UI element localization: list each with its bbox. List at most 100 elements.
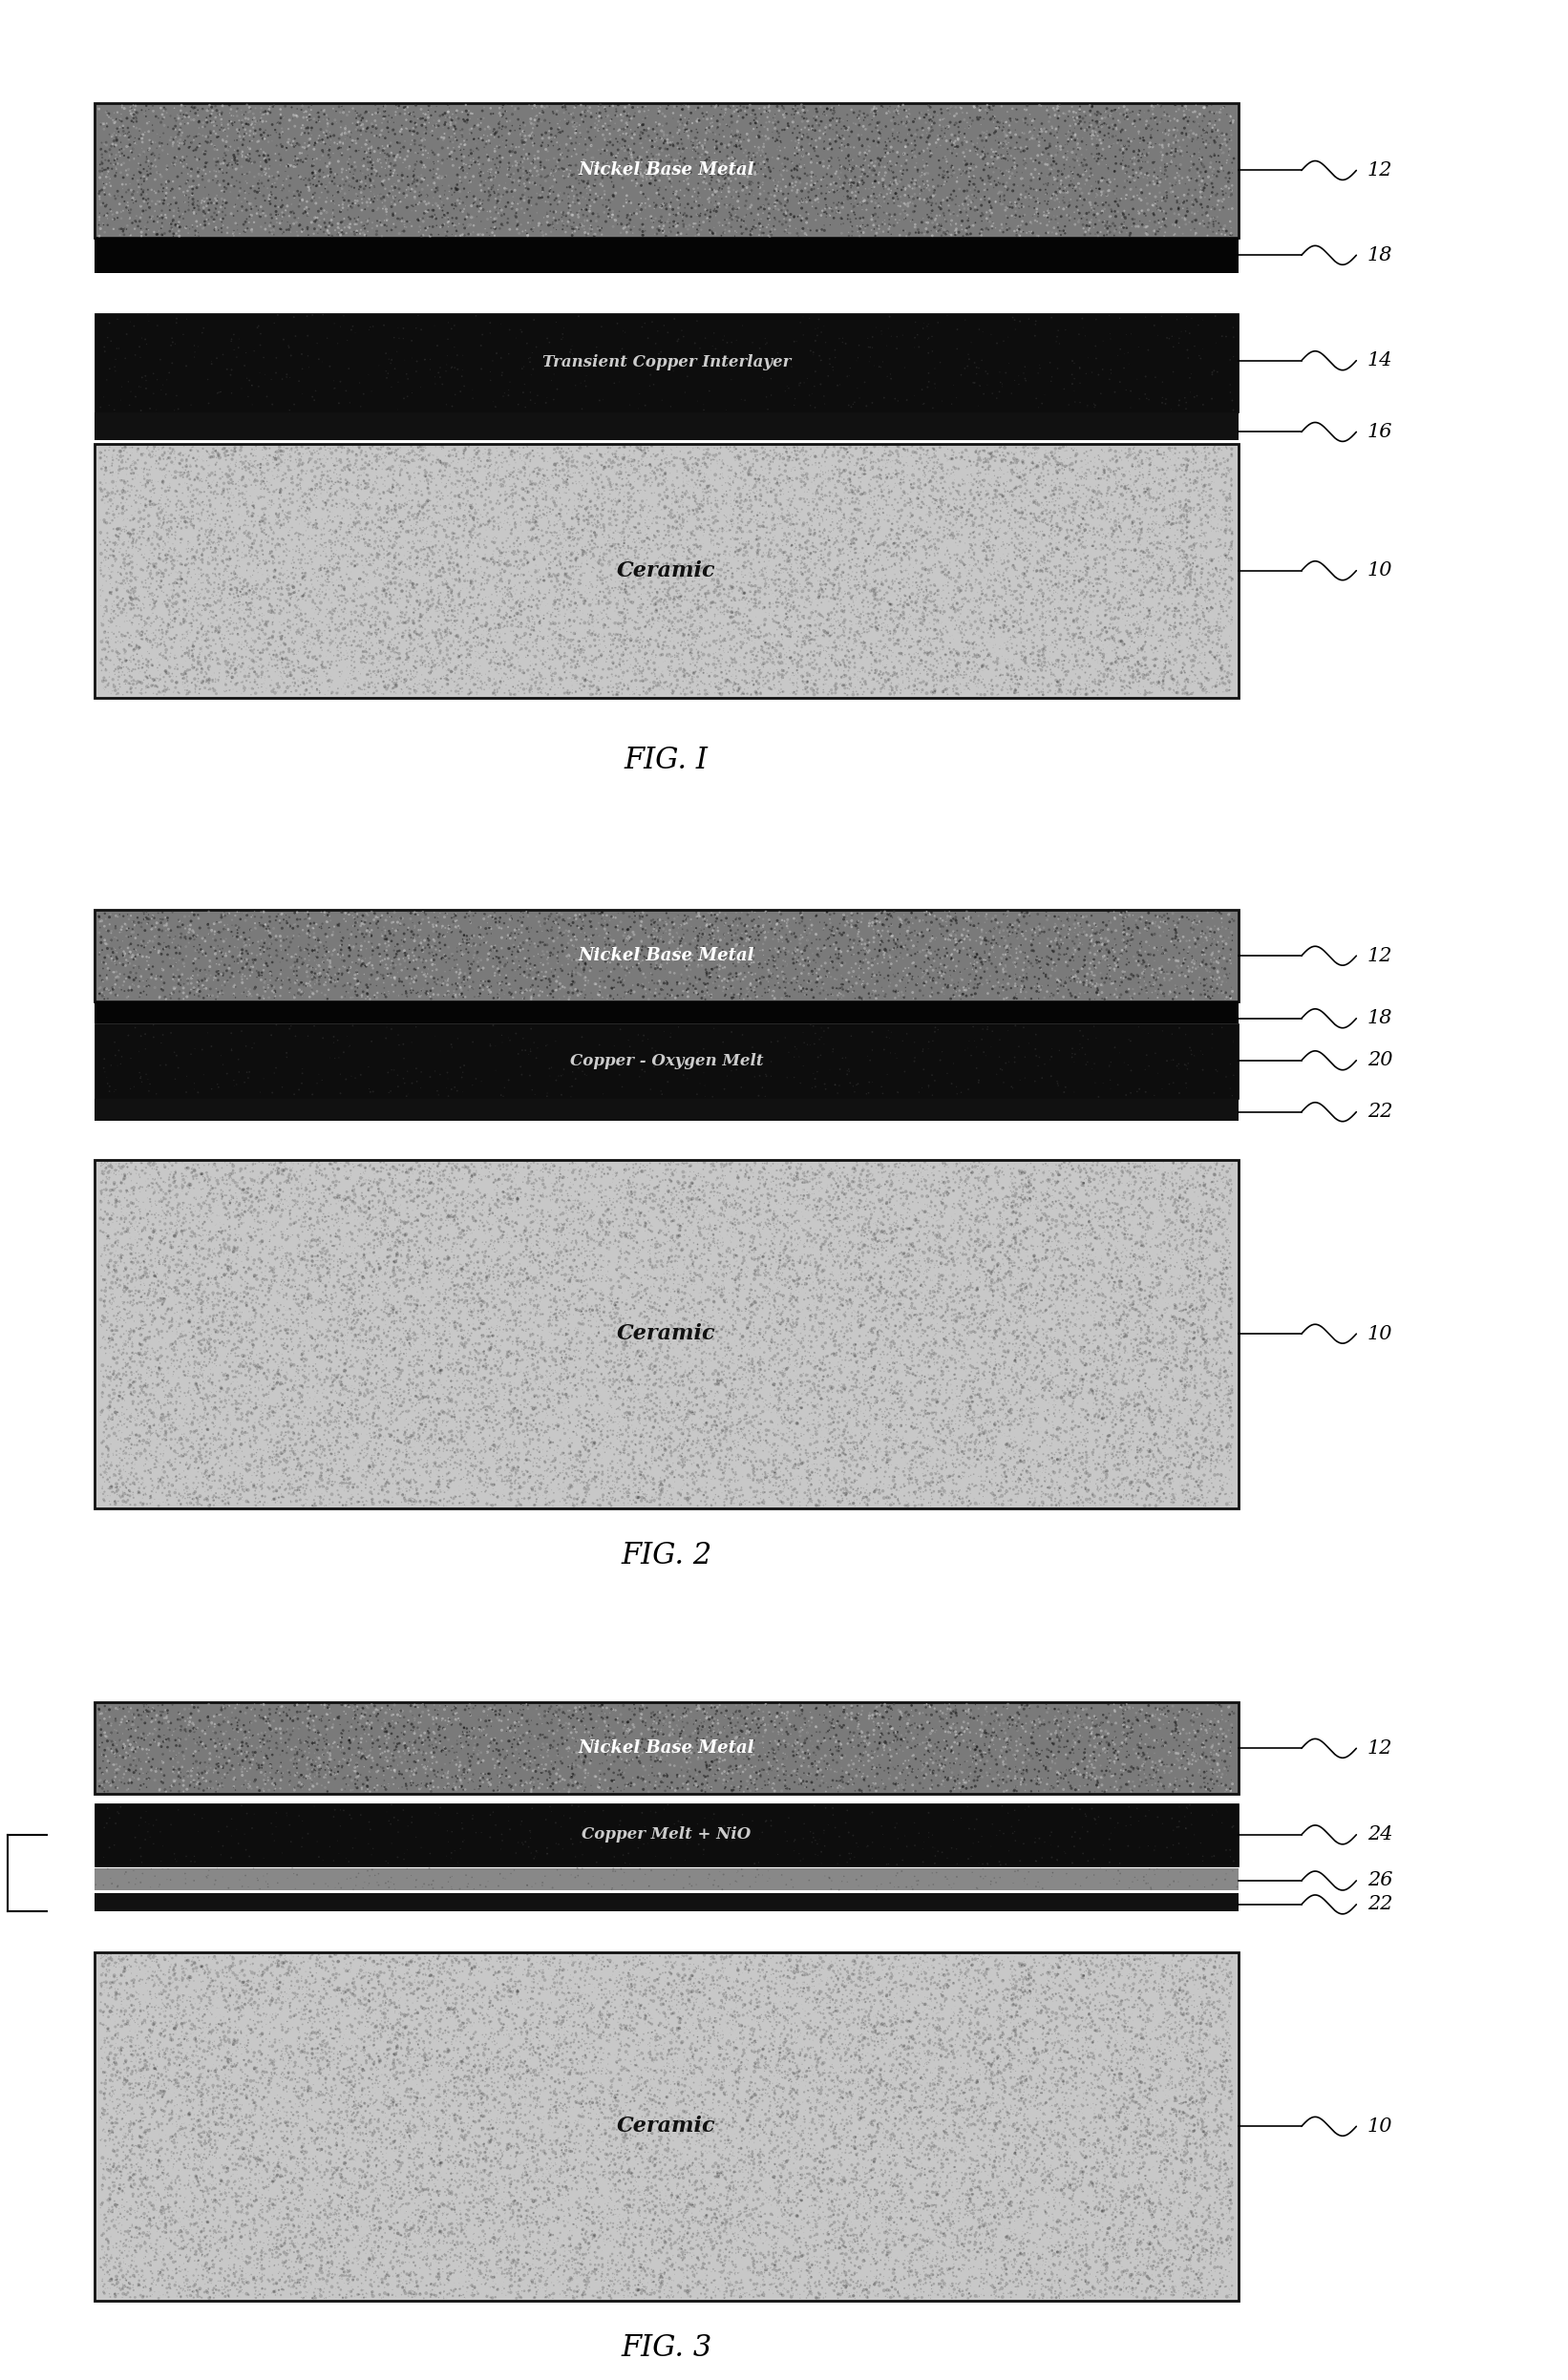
Point: [508, 1476, 533, 1514]
Point: [919, 1190, 944, 1228]
Point: [488, 1326, 513, 1364]
Point: [812, 1223, 837, 1261]
Point: [572, 921, 597, 959]
Point: [414, 2071, 439, 2109]
Point: [554, 2168, 579, 2206]
Point: [731, 571, 756, 609]
Point: [557, 178, 582, 217]
Point: [920, 443, 946, 481]
Point: [293, 576, 318, 614]
Point: [974, 1956, 999, 1994]
Point: [121, 95, 146, 133]
Point: [652, 1169, 677, 1207]
Point: [1198, 469, 1223, 507]
Point: [887, 1145, 913, 1183]
Point: [867, 347, 892, 386]
Point: [1134, 178, 1159, 217]
Point: [257, 2121, 282, 2159]
Point: [218, 1937, 243, 1975]
Point: [1068, 540, 1093, 578]
Point: [310, 1166, 336, 1204]
Point: [221, 495, 246, 533]
Point: [612, 1147, 637, 1185]
Point: [289, 90, 314, 129]
Point: [770, 157, 795, 195]
Point: [234, 631, 259, 669]
Point: [837, 1395, 862, 1433]
Point: [1145, 162, 1170, 200]
Point: [787, 526, 812, 564]
Point: [1004, 2068, 1029, 2106]
Point: [248, 507, 273, 545]
Point: [743, 138, 768, 176]
Point: [898, 2235, 924, 2273]
Point: [201, 1169, 226, 1207]
Point: [947, 1478, 972, 1516]
Point: [358, 1954, 383, 1992]
Point: [762, 188, 787, 226]
Point: [287, 445, 312, 483]
Point: [201, 2075, 226, 2113]
Point: [428, 1421, 453, 1459]
Point: [687, 466, 712, 505]
Point: [1088, 478, 1113, 516]
Point: [1058, 2268, 1083, 2306]
Point: [966, 1409, 991, 1447]
Point: [674, 1466, 699, 1504]
Point: [914, 307, 939, 345]
Point: [455, 1752, 480, 1790]
Point: [1146, 1699, 1171, 1737]
Point: [958, 181, 983, 219]
Point: [174, 488, 199, 526]
Point: [709, 1983, 734, 2021]
Point: [964, 1269, 989, 1307]
Point: [922, 2087, 947, 2125]
Point: [1178, 1288, 1203, 1326]
Point: [423, 493, 448, 531]
Point: [315, 1197, 340, 1235]
Point: [991, 609, 1016, 647]
Point: [205, 524, 230, 562]
Point: [1196, 1195, 1221, 1233]
Point: [416, 1990, 441, 2028]
Point: [293, 512, 318, 550]
Point: [412, 95, 437, 133]
Point: [842, 1376, 867, 1414]
Point: [579, 2254, 604, 2292]
Point: [183, 2140, 209, 2178]
Point: [878, 2161, 903, 2199]
Point: [238, 538, 263, 576]
Point: [356, 2009, 381, 2047]
Point: [1013, 145, 1038, 183]
Point: [274, 2190, 299, 2228]
Point: [616, 1714, 641, 1752]
Point: [221, 2118, 246, 2156]
Point: [209, 2052, 234, 2090]
Point: [1063, 2211, 1088, 2249]
Point: [768, 1697, 793, 1735]
Point: [343, 1383, 368, 1421]
Point: [851, 150, 877, 188]
Point: [160, 1385, 185, 1423]
Point: [406, 626, 431, 664]
Point: [243, 2178, 268, 2216]
Point: [464, 1947, 489, 1985]
Point: [748, 645, 773, 683]
Point: [1088, 2109, 1113, 2147]
Point: [825, 1959, 850, 1997]
Point: [547, 1359, 572, 1397]
Point: [246, 481, 271, 519]
Point: [1171, 557, 1196, 595]
Point: [925, 1440, 950, 1478]
Point: [500, 483, 525, 521]
Point: [605, 1452, 630, 1490]
Point: [552, 931, 577, 969]
Point: [133, 2278, 158, 2316]
Point: [967, 507, 993, 545]
Point: [1069, 2049, 1094, 2087]
Point: [594, 942, 619, 981]
Point: [1099, 2223, 1124, 2261]
Point: [550, 1276, 575, 1314]
Point: [1058, 628, 1083, 666]
Point: [590, 1447, 615, 1485]
